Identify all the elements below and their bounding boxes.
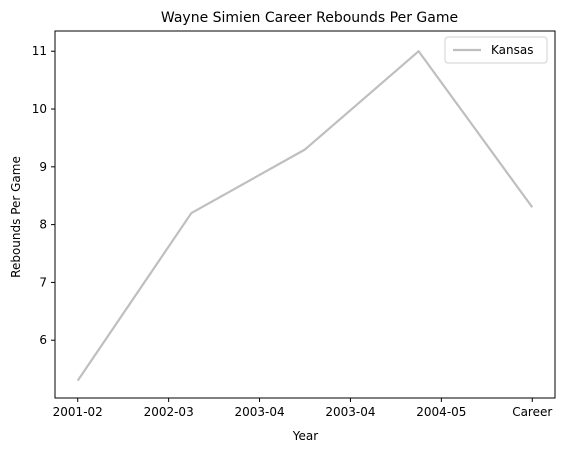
y-tick-label: 8 <box>39 218 47 232</box>
x-tick-label: Career <box>512 405 552 419</box>
plot-area <box>54 30 556 399</box>
x-tick-label: 2004-05 <box>416 405 466 419</box>
legend-label: Kansas <box>491 43 533 57</box>
x-tick-label: 2003-04 <box>325 405 375 419</box>
series-line-kansas <box>76 50 534 382</box>
y-tick-label: 9 <box>39 160 47 174</box>
y-tick-label: 7 <box>39 275 47 289</box>
chart-title: Wayne Simien Career Rebounds Per Game <box>161 10 458 26</box>
y-axis-label: Rebounds Per Game <box>9 156 23 278</box>
plot-frame <box>54 30 556 399</box>
y-axis: 6 7 8 9 10 11 <box>32 44 55 347</box>
y-tick-label: 6 <box>39 333 47 347</box>
x-axis: 2001-02 2002-03 2003-04 2003-04 2004-05 Caree… <box>53 398 552 419</box>
x-axis-label: Year <box>292 429 318 443</box>
legend-box <box>444 36 548 64</box>
series-layer <box>76 50 534 382</box>
x-tick-label: 2002-03 <box>144 405 194 419</box>
x-tick-label: 2001-02 <box>53 405 103 419</box>
y-tick-label: 10 <box>32 102 47 116</box>
x-tick-label: 2003-04 <box>234 405 284 419</box>
y-tick-label: 11 <box>32 44 47 58</box>
legend: Kansas <box>444 36 548 64</box>
